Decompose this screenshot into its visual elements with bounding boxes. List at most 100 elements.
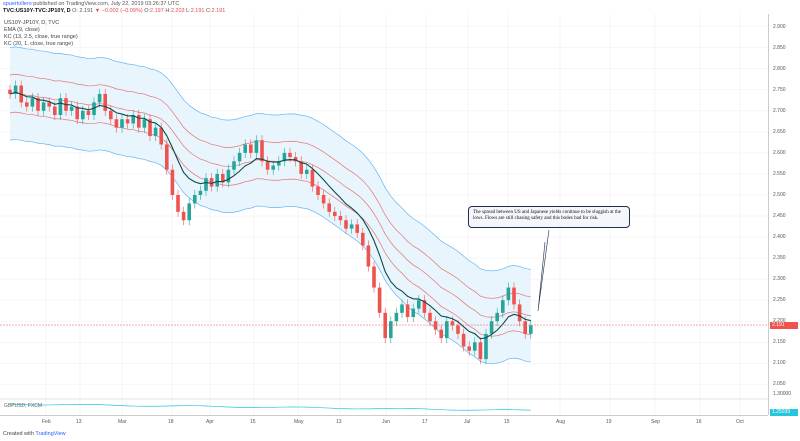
price-tick-label: 2.550: [773, 170, 786, 177]
publish-info: published on TradingView.com, July 22, 2…: [33, 1, 180, 7]
candle-body: [484, 333, 488, 360]
annotation-callout[interactable]: The spread between US and Japanese yield…: [468, 206, 630, 228]
price-tick-label: 2.300: [773, 276, 786, 283]
h-label: H:: [165, 8, 171, 14]
candle-body: [344, 220, 348, 229]
time-tick-label: 13: [76, 419, 82, 425]
candle-body: [137, 115, 141, 128]
candle-body: [25, 102, 29, 107]
candle-body: [254, 140, 259, 153]
price-tick-label: 2.050: [773, 381, 786, 388]
change-value: ▼ −0.002 (−0.09%): [94, 8, 143, 14]
candle-body: [86, 110, 91, 116]
price-tick-label: 2.800: [773, 65, 786, 72]
candle-body: [125, 119, 130, 124]
candle-body: [501, 300, 505, 313]
time-tick-label: 16: [696, 419, 702, 425]
candle-body: [349, 224, 354, 229]
gbpusd-line: [9, 403, 531, 411]
tradingview-logo-link[interactable]: TradingView: [35, 431, 66, 437]
candle-body: [53, 106, 57, 116]
time-tick-label: 17: [422, 419, 428, 425]
candle-body: [69, 106, 74, 111]
candle-body: [204, 178, 208, 191]
price-tick-label: 2.650: [773, 128, 786, 135]
candle-body: [221, 173, 225, 183]
candle-body: [114, 119, 119, 128]
candle-body: [75, 106, 79, 120]
time-tick-label: 13: [336, 419, 342, 425]
candle-body: [473, 342, 477, 351]
candle-body: [243, 144, 247, 153]
legend-kc13[interactable]: KC (13, 2.5, close, true range): [4, 34, 78, 40]
candle-body: [495, 312, 499, 322]
current-price-tag: 2.191: [770, 321, 798, 329]
price-tick-label: 2.100: [773, 360, 786, 367]
candle-body: [103, 93, 107, 111]
legend-ema[interactable]: EMA (9, close): [4, 27, 40, 33]
candle-body: [81, 110, 85, 120]
time-tick-label: Apr: [206, 419, 214, 425]
kc-inner-upper: [9, 73, 531, 299]
legend-symbol[interactable]: US10Y-JP10Y, D, TVC: [4, 20, 60, 26]
candle-body: [422, 300, 427, 313]
candle-body: [338, 216, 343, 221]
symbol-line: TVC:US10Y-TVC:JP10Y, D: [3, 8, 71, 14]
candle-body: [237, 152, 242, 162]
o-value: 2.197: [150, 8, 164, 14]
price-tick-label: 2.850: [773, 44, 786, 51]
kc-inner-mid: [9, 92, 531, 318]
candle-body: [153, 127, 158, 137]
c-value: 2.191: [211, 8, 226, 14]
candle-body: [439, 329, 443, 339]
chart-area[interactable]: [0, 14, 768, 415]
price-chart[interactable]: [0, 14, 768, 415]
candle-body: [36, 98, 40, 111]
candle-body: [383, 312, 387, 339]
candle-body: [327, 203, 331, 212]
time-tick-label: May: [294, 419, 304, 425]
time-tick-label: Jun: [382, 419, 391, 425]
indicator-legend: US10Y-JP10Y, D, TVC EMA (9, close) KC (1…: [4, 20, 78, 48]
keltner-channel-fill: [10, 46, 531, 364]
time-tick-label: Mar: [118, 419, 127, 425]
candle-body: [165, 144, 169, 170]
l-value: 2.191: [190, 8, 205, 14]
candle-body: [131, 115, 135, 124]
candle-body: [523, 321, 527, 334]
price-tick-label: 2.400: [773, 234, 786, 241]
price-tick-label: 2.700: [773, 107, 786, 114]
open-value: O: 2.191: [72, 8, 94, 14]
candle-body: [215, 173, 219, 187]
candle-body: [97, 93, 102, 103]
author-line: spuertollero published on TradingView.co…: [3, 1, 179, 8]
price-tick-label: 2.150: [773, 339, 786, 346]
ema-line: [9, 91, 531, 340]
author-link[interactable]: spuertollero: [3, 1, 32, 7]
sub-pane-legend[interactable]: GBPUSD, FXCM: [4, 403, 43, 409]
candle-body: [271, 165, 275, 170]
o-label: O:: [144, 8, 151, 14]
candle-body: [41, 102, 46, 111]
candle-body: [299, 161, 303, 174]
candle-body: [394, 312, 399, 322]
c-label: C:: [206, 8, 212, 14]
candle-body: [226, 169, 231, 183]
time-tick-label: Sep: [651, 419, 660, 425]
quote-line: TVC:US10Y-TVC:JP10Y, D O: 2.191 ▼ −0.002…: [3, 8, 225, 15]
candle-body: [193, 194, 197, 204]
candle-body: [181, 211, 186, 221]
candle-body: [478, 342, 483, 360]
candle-body: [47, 102, 51, 107]
candle-body: [249, 144, 253, 153]
time-tick-label: Aug: [556, 419, 565, 425]
candle-body: [159, 127, 163, 145]
time-tick-label: 15: [250, 419, 256, 425]
candle-body: [512, 287, 516, 305]
candle-body: [176, 194, 180, 212]
candle-body: [316, 186, 320, 195]
time-axis[interactable]: Feb 13 Mar 18 Apr 15 May 13 Jun 17 Jul 15 Aug 19 Sep 16…: [0, 415, 768, 428]
legend-kc20[interactable]: KC (20, 1, close, true range): [4, 41, 74, 47]
time-tick-label: Oct: [736, 419, 744, 425]
price-axis[interactable]: 2.900 2.850 2.800 2.750 2.700 2.650 2.600 2.550…: [768, 14, 800, 416]
